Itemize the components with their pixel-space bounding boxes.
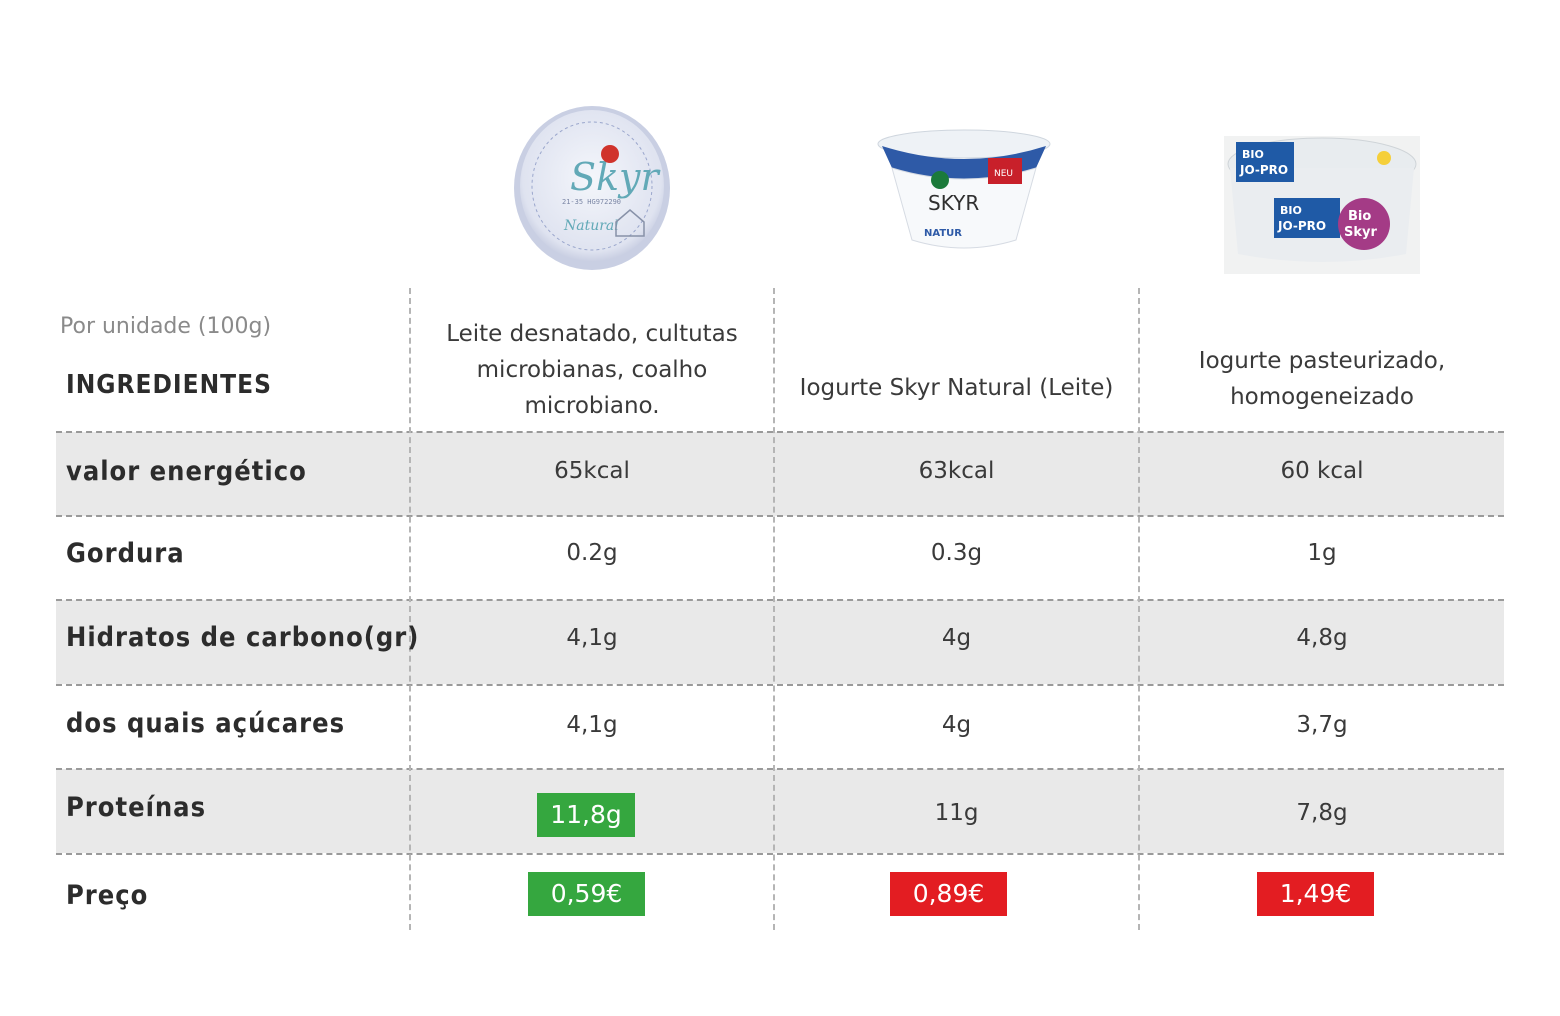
row-band-protein — [56, 769, 1504, 853]
row-divider — [56, 599, 1504, 601]
ingredients-line: microbiano. — [524, 393, 660, 419]
row-label-carbs: Hidratos de carbono(gr) — [66, 622, 420, 653]
fat-product-1: 0.2g — [566, 540, 618, 566]
row-divider — [56, 684, 1504, 686]
svg-text:BIO: BIO — [1242, 148, 1264, 161]
svg-text:21-35 HG972290: 21-35 HG972290 — [562, 198, 621, 206]
row-divider — [56, 431, 1504, 433]
row-label-sugars: dos quais açúcares — [66, 708, 346, 739]
svg-text:NATUR: NATUR — [924, 228, 962, 239]
ingredients-label: INGREDIENTES — [66, 370, 272, 400]
svg-text:NEU: NEU — [994, 169, 1013, 179]
row-label-price: Preço — [66, 880, 149, 911]
protein-product-2: 11g — [934, 800, 979, 826]
row-label-protein: Proteínas — [66, 792, 207, 823]
energy-product-3: 60 kcal — [1280, 458, 1364, 484]
carbs-product-3: 4,8g — [1296, 625, 1348, 651]
ingredients-product-1: Leite desnatado, cultutas microbianas, c… — [411, 316, 773, 424]
ingredients-line: homogeneizado — [1230, 384, 1414, 410]
column-divider — [773, 288, 775, 930]
row-divider — [56, 853, 1504, 855]
svg-text:Bio: Bio — [1348, 209, 1371, 224]
per-unit-note: Por unidade (100g) — [60, 314, 272, 339]
row-band-carbs — [56, 600, 1504, 684]
carbs-product-1: 4,1g — [566, 625, 618, 651]
ingredients-product-3: Iogurte pasteurizado, homogeneizado — [1140, 343, 1504, 415]
sugars-product-1: 4,1g — [566, 712, 618, 738]
product-image-2: NEU SKYR NATUR — [876, 128, 1052, 256]
energy-product-1: 65kcal — [554, 458, 630, 484]
svg-text:BIO: BIO — [1280, 204, 1302, 217]
row-band-energy — [56, 432, 1504, 516]
svg-text:Skyr: Skyr — [1344, 225, 1377, 240]
sugars-product-3: 3,7g — [1296, 712, 1348, 738]
fat-product-2: 0.3g — [930, 540, 983, 566]
row-label-fat: Gordura — [66, 538, 185, 569]
ingredients-line: Iogurte pasteurizado, — [1198, 348, 1446, 374]
price-product-3-highlight: 1,49€ — [1257, 872, 1374, 916]
row-label-energy: valor energético — [66, 456, 307, 487]
sugars-product-2: 4g — [941, 712, 972, 738]
column-divider — [1138, 288, 1140, 930]
carbs-product-2: 4g — [941, 625, 972, 651]
product-image-1: Skyr Natural 21-35 HG972290 — [512, 102, 672, 272]
svg-text:SKYR: SKYR — [928, 191, 979, 215]
ingredients-line: Iogurte Skyr Natural (Leite) — [799, 375, 1114, 401]
skyr-milbona-lid-icon: Skyr Natural 21-35 HG972290 — [514, 106, 670, 270]
column-divider — [409, 288, 411, 930]
ingredients-line: microbianas, coalho — [476, 357, 708, 383]
price-product-2-highlight: 0,89€ — [890, 872, 1007, 916]
ingredients-line: Leite desnatado, cultutas — [446, 321, 738, 347]
row-divider — [56, 768, 1504, 770]
arla-skyr-cup-icon: NEU SKYR NATUR — [877, 129, 1051, 249]
svg-text:Natural: Natural — [563, 218, 619, 234]
fat-product-3: 1g — [1307, 540, 1337, 566]
svg-text:JO-PRO: JO-PRO — [1277, 219, 1326, 233]
energy-product-2: 63kcal — [918, 458, 995, 484]
product-image-3: BIO JO-PRO BIO JO-PRO Bio Skyr — [1224, 136, 1420, 274]
svg-text:Skyr: Skyr — [570, 155, 662, 199]
row-divider — [56, 515, 1504, 517]
svg-text:JO-PRO: JO-PRO — [1239, 163, 1288, 177]
ingredients-product-2: Iogurte Skyr Natural (Leite) — [775, 370, 1138, 406]
price-product-1-highlight: 0,59€ — [528, 872, 645, 916]
protein-product-1-highlight: 11,8g — [537, 793, 635, 837]
protein-product-3: 7,8g — [1296, 800, 1348, 826]
jo-pro-bio-skyr-cup-icon: BIO JO-PRO BIO JO-PRO Bio Skyr — [1224, 136, 1420, 274]
